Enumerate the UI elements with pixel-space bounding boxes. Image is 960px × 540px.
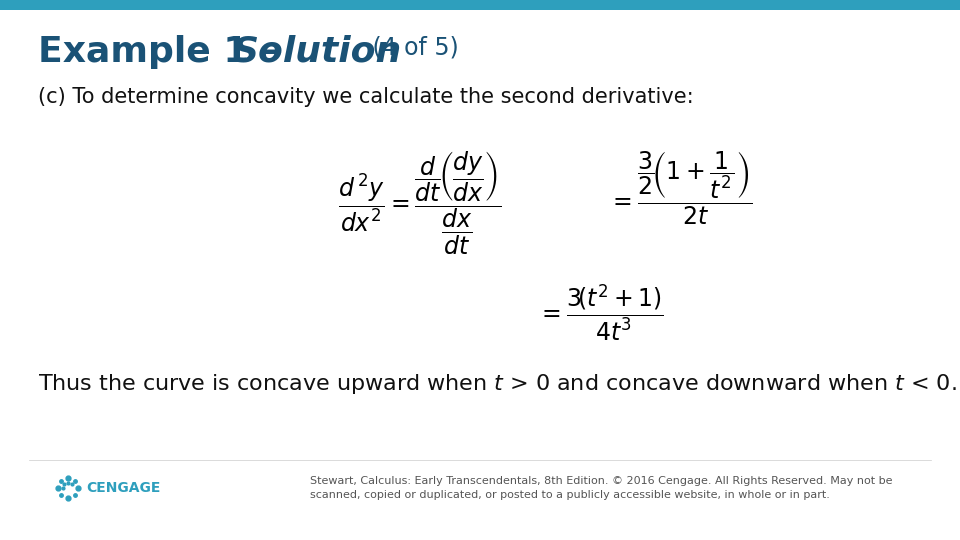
Text: $= \dfrac{\dfrac{3}{2}\!\left(1+\dfrac{1}{t^2}\right)}{2t}$: $= \dfrac{\dfrac{3}{2}\!\left(1+\dfrac{1… — [608, 150, 753, 227]
Text: (c) To determine concavity we calculate the second derivative:: (c) To determine concavity we calculate … — [38, 87, 694, 107]
Text: $\dfrac{d^{\,2}y}{dx^2} = \dfrac{\dfrac{d}{dt}\!\left(\dfrac{dy}{dx}\right)}{\df: $\dfrac{d^{\,2}y}{dx^2} = \dfrac{\dfrac{… — [338, 150, 502, 257]
Text: Stewart, Calculus: Early Transcendentals, 8th Edition. © 2016 Cengage. All Right: Stewart, Calculus: Early Transcendentals… — [310, 476, 893, 500]
Text: (4 of 5): (4 of 5) — [365, 35, 459, 59]
Text: Solution: Solution — [232, 35, 401, 69]
Text: CENGAGE: CENGAGE — [86, 481, 160, 495]
Bar — [0, 0, 960, 10]
Text: Example 1 –: Example 1 – — [38, 35, 292, 69]
Text: $= \dfrac{3\!\left(t^2+1\right)}{4t^3}$: $= \dfrac{3\!\left(t^2+1\right)}{4t^3}$ — [537, 282, 663, 343]
Text: Thus the curve is concave upward when $t$ > 0 and concave downward when $t$ < 0.: Thus the curve is concave upward when $t… — [38, 372, 957, 396]
